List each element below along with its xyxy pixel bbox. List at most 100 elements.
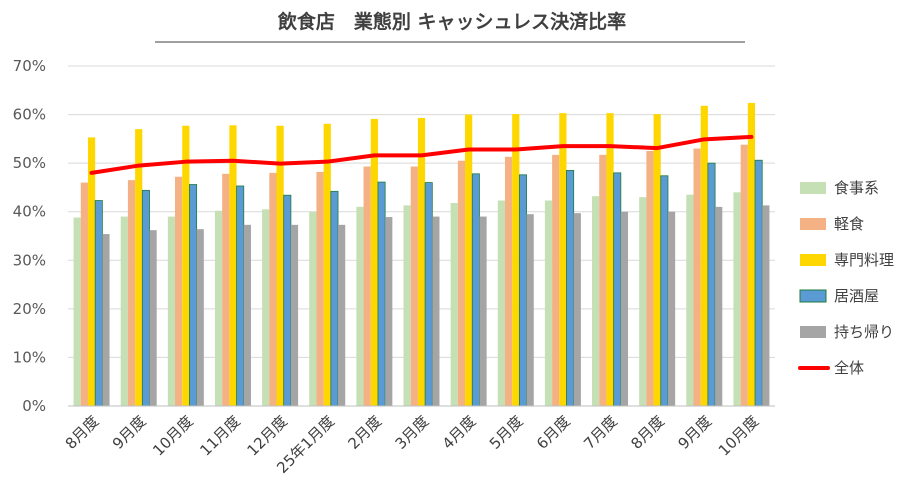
bar [262,209,270,406]
bar [573,213,581,406]
legend-label: 食事系 [834,179,879,197]
bar [175,176,183,406]
bar [87,137,96,406]
bar [639,197,647,406]
legend-label: 持ち帰り [834,323,894,341]
x-tick-label: 11月度 [196,412,243,459]
y-tick-label: 70% [13,57,46,75]
bar [457,160,466,406]
y-axis: 0% 10% 20% 30% 40% 50% 60% 70% [13,57,46,415]
x-tick-label: 9月度 [109,412,150,453]
bar [196,229,204,406]
bar [102,234,110,406]
bar [94,200,103,407]
bar [432,216,440,406]
bar [424,182,433,407]
y-tick-label: 10% [13,348,46,366]
bar [182,125,190,406]
total-line [89,134,754,175]
bar [471,173,480,407]
legend-label: 専門料理 [834,251,894,269]
bar [127,180,136,406]
bar [646,151,654,406]
legend-label: 軽食 [834,215,864,233]
bar [592,196,600,406]
chart-title: 飲食店 業態別 キャッシュレス決済比率 [277,10,626,33]
bar [214,210,223,406]
legend-swatch [800,254,826,266]
bar [733,192,741,406]
y-tick-label: 30% [13,251,46,269]
bar [693,148,701,407]
bar [323,123,331,407]
bar [73,217,81,406]
y-tick-label: 0% [22,397,46,415]
bar [417,117,426,406]
bar [403,205,411,406]
bar [667,211,676,406]
x-tick-label: 9月度 [674,412,715,453]
bar [660,175,669,407]
bar [141,189,150,407]
bar [222,173,230,406]
bar [370,118,378,406]
bar [544,200,553,406]
bar [276,125,284,406]
y-tick-label: 50% [13,154,46,172]
x-tick-label: 8月度 [627,412,668,453]
bar [653,114,661,406]
x-tick-label: 8月度 [62,412,103,453]
bar [479,216,487,406]
bar [243,224,251,406]
bar [149,230,157,406]
y-tick-label: 20% [13,300,46,318]
bar [229,125,237,406]
bar [385,217,393,406]
bar [465,114,473,407]
bar [518,174,527,407]
bar [189,184,198,407]
bar [606,113,614,406]
x-tick-label: 10月度 [149,412,196,459]
bar [290,224,299,406]
bar [80,182,88,406]
bar [330,190,339,407]
bar [497,200,505,406]
y-tick-label: 60% [13,106,46,124]
x-tick-label: 10月度 [715,412,762,459]
bar [566,170,575,407]
bar [309,211,317,406]
bar [316,171,324,406]
bar [754,159,763,407]
legend-label: 居酒屋 [834,287,879,305]
x-tick-label: 3月度 [392,412,433,453]
bar [377,181,386,407]
bar [552,154,560,406]
bar [620,211,629,406]
bar [762,205,770,406]
bar [613,172,622,407]
bar [700,105,708,406]
x-tick-label: 7月度 [580,412,621,453]
bar [269,172,277,406]
x-tick-label: 2月度 [345,412,386,453]
bar [747,102,756,407]
bar [599,154,607,406]
bar [450,202,458,406]
legend-swatch [799,289,827,303]
bar [338,224,346,406]
bar [686,194,694,406]
bar [410,166,418,406]
bar [504,156,513,406]
legend-swatch [800,218,826,230]
bar [167,216,176,406]
bar [715,206,723,406]
legend-swatch [800,326,826,338]
bar [707,162,716,407]
bar [740,144,748,406]
bar [135,129,143,406]
bar [236,185,245,407]
